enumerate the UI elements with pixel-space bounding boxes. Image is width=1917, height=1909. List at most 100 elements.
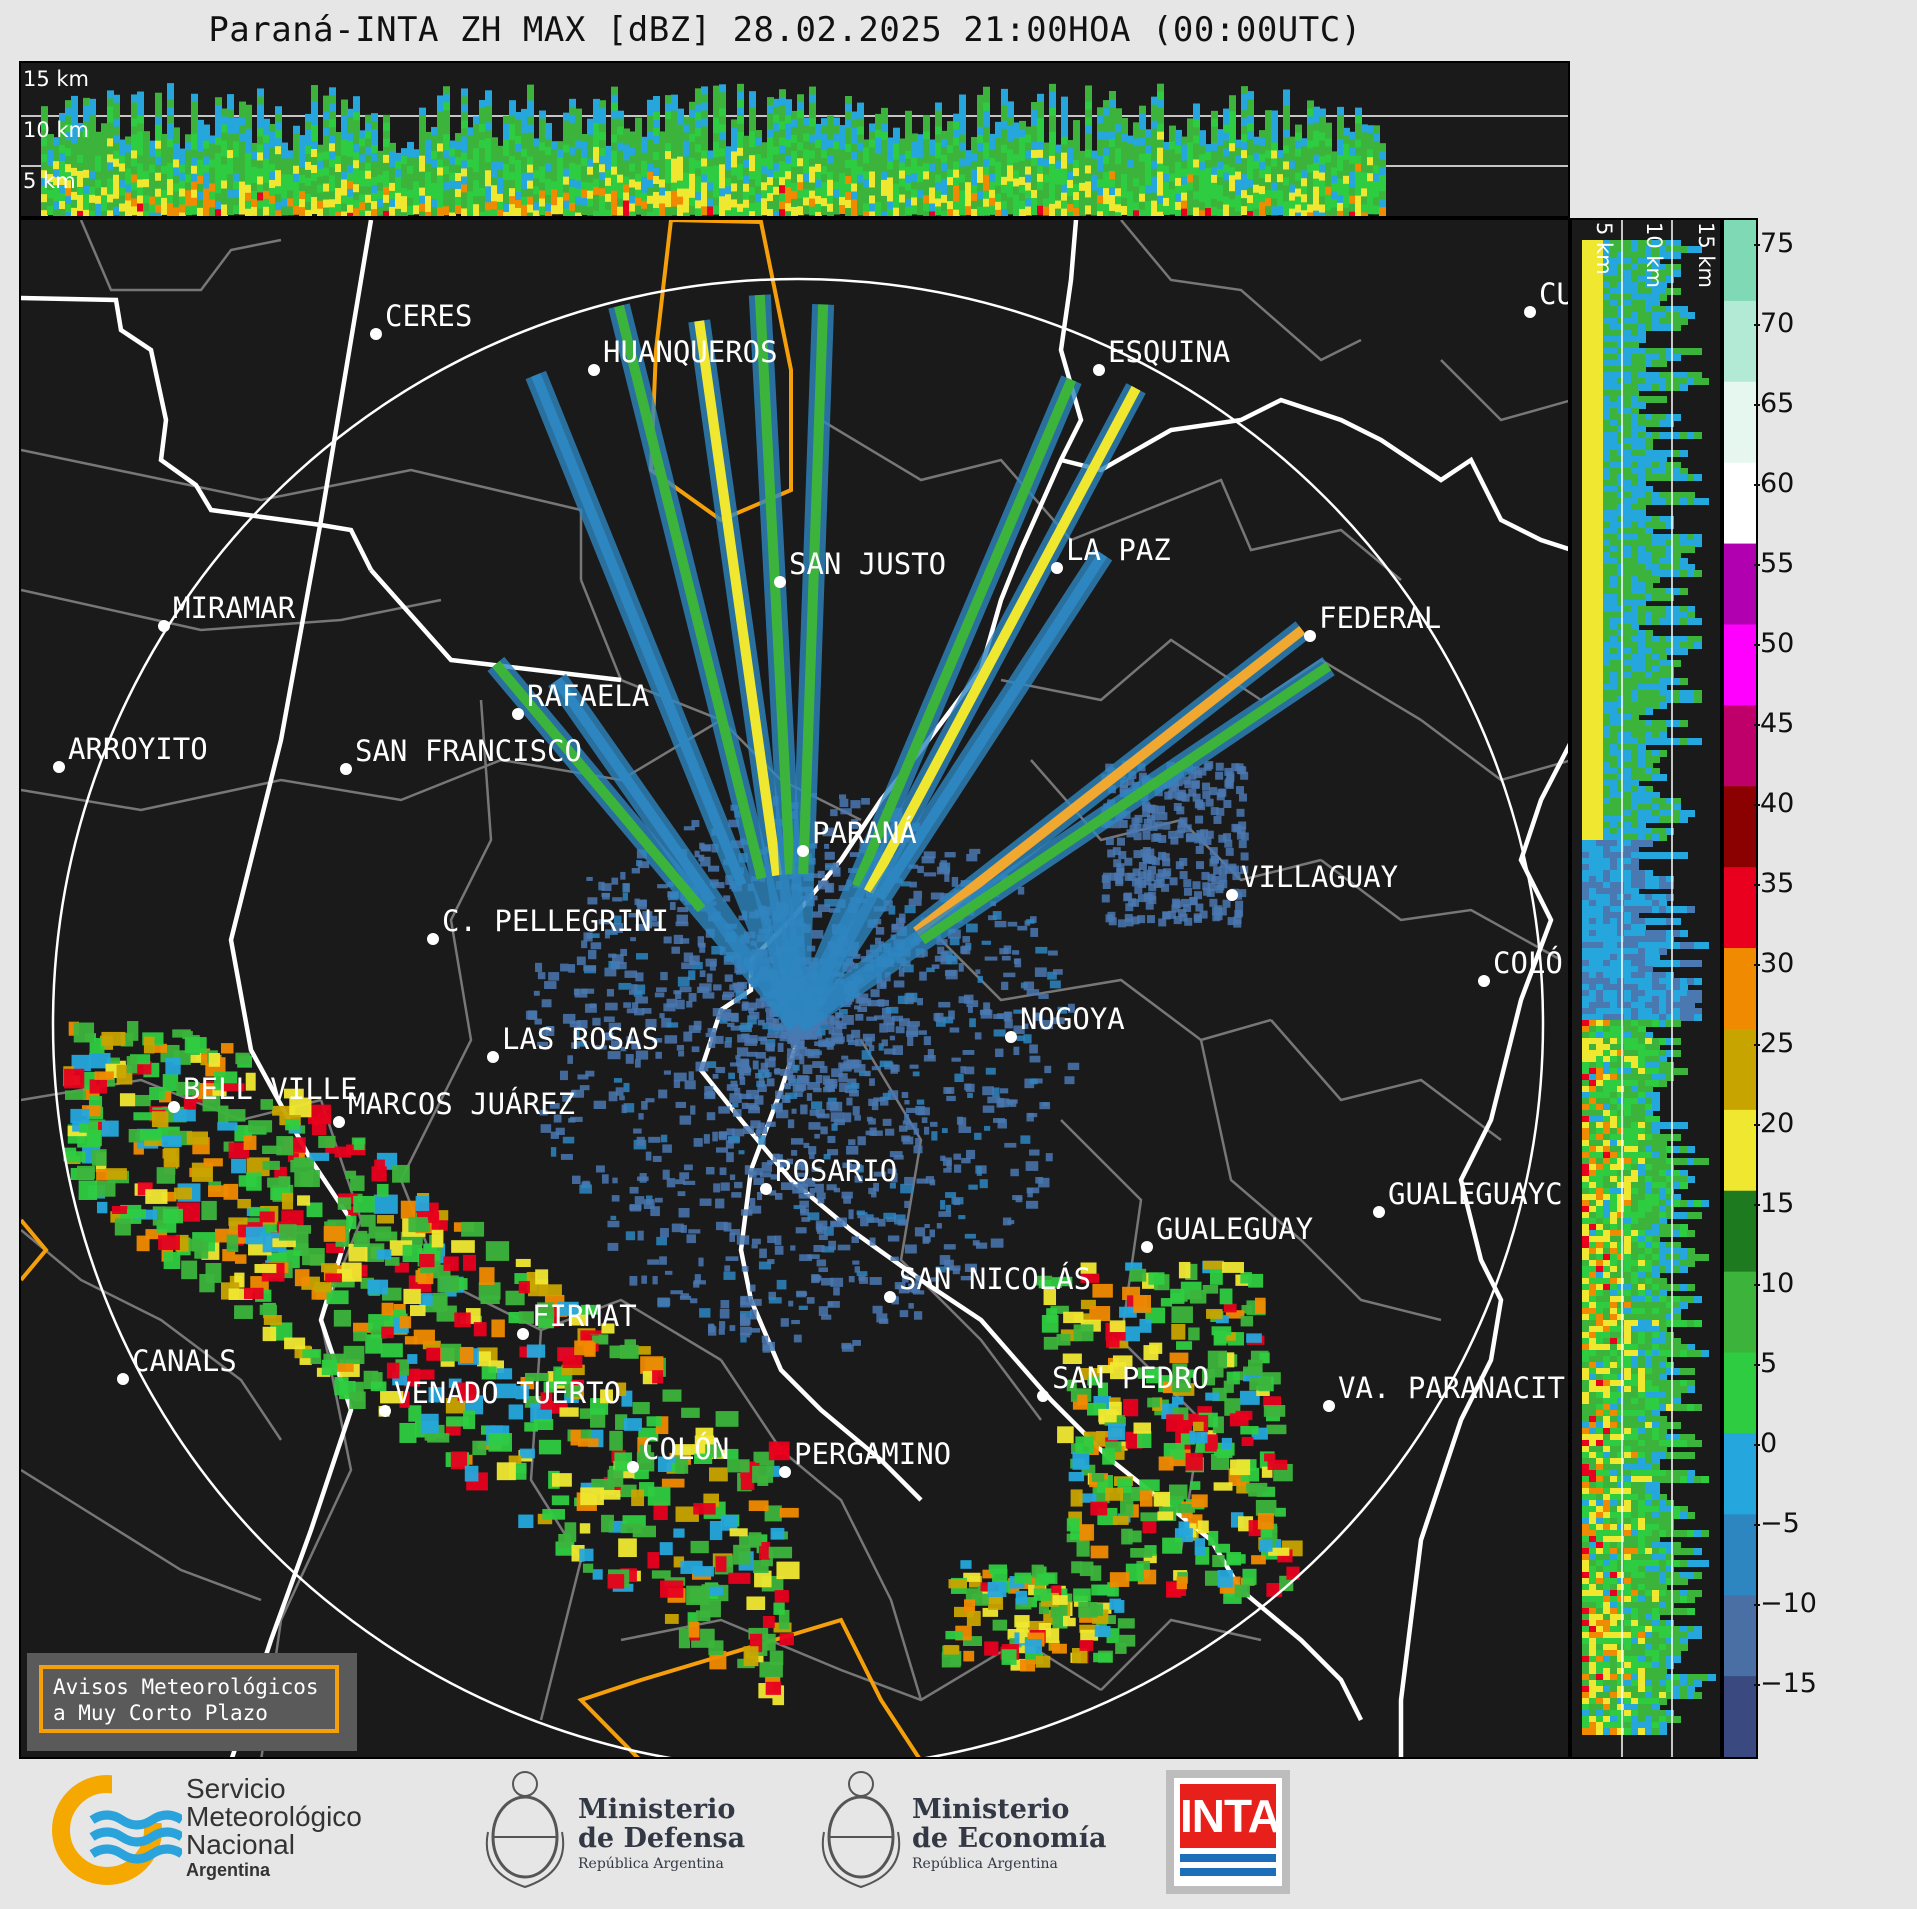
colorbar-tick-label: 45 (1753, 708, 1795, 739)
top-profile-svg (21, 83, 1568, 216)
city-label: VA. PARANACIT (1338, 1371, 1565, 1405)
city-marker (760, 1183, 772, 1195)
range-ring (51, 277, 1545, 1757)
colorbar-step (1724, 381, 1756, 464)
city-marker (1141, 1241, 1153, 1253)
city-marker (1051, 562, 1063, 574)
city-marker (1037, 1390, 1049, 1402)
colorbar-step (1724, 1514, 1756, 1597)
colorbar-step (1724, 1676, 1756, 1758)
smn-text-3: Nacional (186, 1829, 295, 1860)
inta-logo-frame: INTA (1174, 1778, 1282, 1886)
side-label-5km: 5 km (1592, 222, 1616, 275)
smn-text-2: Meteorológico (186, 1801, 362, 1832)
inta-logo-text: INTA (1180, 1784, 1281, 1848)
city-labels: CERES HUANQUEROS ESQUINA CU LA PAZ SAN JUSTO M… (53, 277, 1568, 1478)
city-marker (340, 763, 352, 775)
height-label-15km: 15 km (23, 67, 90, 91)
colorbar-tick-label: 75 (1753, 228, 1795, 259)
colorbar-tick-label: 15 (1753, 1188, 1795, 1219)
side-height-profile: 5 km 10 km 15 km (1570, 218, 1722, 1759)
city-label: LA PAZ (1066, 533, 1171, 567)
colorbar-step (1724, 462, 1756, 545)
top-height-profile: 15 km 10 km 5 km (19, 61, 1570, 218)
colorbar-step (1724, 1028, 1756, 1111)
city-marker (797, 845, 809, 857)
colorbar-step (1724, 948, 1756, 1030)
smn-text-1: Servicio (186, 1773, 286, 1804)
city-marker (517, 1328, 529, 1340)
city-marker (884, 1291, 896, 1303)
city-marker (1093, 364, 1105, 376)
city-label: SAN PEDRO (1052, 1361, 1209, 1395)
city-label: NOGOYA (1020, 1002, 1125, 1036)
defensa-logo (480, 1762, 570, 1901)
city-label: LAS ROSAS (502, 1022, 659, 1056)
city-marker (774, 576, 786, 588)
dbz-colorbar (1722, 218, 1758, 1759)
city-marker (117, 1373, 129, 1385)
economia-logo (816, 1762, 906, 1901)
city-marker (779, 1466, 791, 1478)
side-label-10km: 10 km (1642, 222, 1666, 289)
city-marker (512, 708, 524, 720)
defensa-text-1: Ministerio (578, 1794, 736, 1825)
national-shield-icon-2 (821, 1771, 901, 1889)
city-marker (1373, 1206, 1385, 1218)
national-shield-icon (485, 1771, 565, 1889)
smn-emblem-icon (52, 1775, 185, 1885)
radar-map[interactable]: CERES HUANQUEROS ESQUINA CU LA PAZ SAN JUSTO M… (19, 218, 1570, 1759)
city-label: PERGAMINO (794, 1437, 951, 1471)
city-label: CANALS (132, 1344, 237, 1378)
warning-line-2: a Muy Corto Plazo (53, 1701, 268, 1725)
colorbar-tick-label: −15 (1754, 1668, 1817, 1699)
colorbar-step (1724, 1271, 1756, 1354)
colorbar-step (1724, 1352, 1756, 1435)
city-label: BELL VILLE (183, 1072, 358, 1106)
colorbar-tick-label: 70 (1753, 308, 1795, 339)
city-label: CERES (385, 299, 472, 333)
colorbar-tick-label: 0 (1753, 1428, 1778, 1459)
economia-text-2: de Economía (912, 1823, 1107, 1854)
city-marker (627, 1461, 639, 1473)
city-label: ROSARIO (775, 1154, 897, 1188)
colorbar-step (1724, 1433, 1756, 1516)
city-label: SAN FRANCISCO (355, 734, 582, 768)
city-label: C. PELLEGRINI (442, 904, 669, 938)
city-label: HUANQUEROS (603, 335, 778, 369)
colorbar-tick-label: −10 (1754, 1588, 1817, 1619)
colorbar-tick-label: 55 (1753, 548, 1795, 579)
defensa-text-3: República Argentina (578, 1856, 724, 1872)
colorbar-gradient (1724, 220, 1756, 1758)
inta-stripe-2 (1180, 1868, 1276, 1876)
colorbar-tick-label: 10 (1753, 1268, 1795, 1299)
city-label: GUALEGUAYC (1388, 1177, 1563, 1211)
city-label: MARCOS JUÁREZ (348, 1087, 575, 1121)
city-label: ARROYITO (68, 732, 208, 766)
city-label: FEDERAL (1319, 601, 1441, 635)
colorbar-tick-label: 65 (1753, 388, 1795, 419)
city-marker (379, 1405, 391, 1417)
colorbar-step (1724, 1595, 1756, 1678)
city-label: COLÓN (642, 1432, 729, 1466)
side-label-15km: 15 km (1694, 222, 1718, 289)
city-label: VILLAGUAY (1241, 860, 1398, 894)
colorbar-step (1724, 1190, 1756, 1273)
city-label: GUALEGUAY (1156, 1212, 1313, 1246)
warning-polygons (21, 220, 921, 1757)
city-label: MIRAMAR (173, 591, 296, 625)
colorbar-tick-label: 60 (1753, 468, 1795, 499)
city-marker (588, 364, 600, 376)
city-marker (1005, 1031, 1017, 1043)
city-label: PARANÁ (812, 816, 917, 850)
map-title: Paraná-INTA ZH MAX [dBZ] 28.02.2025 21:0… (208, 10, 1362, 50)
city-marker (53, 761, 65, 773)
colorbar-tick-label: 50 (1753, 628, 1795, 659)
city-marker (1524, 306, 1536, 318)
economia-text-3: República Argentina (912, 1856, 1058, 1872)
colorbar-step (1724, 300, 1756, 383)
city-marker (427, 933, 439, 945)
defensa-text-2: de Defensa (578, 1823, 746, 1854)
warning-legend-box: Avisos Meteorológicos a Muy Corto Plazo (39, 1665, 339, 1733)
colorbar-tick-label: 20 (1753, 1108, 1795, 1139)
